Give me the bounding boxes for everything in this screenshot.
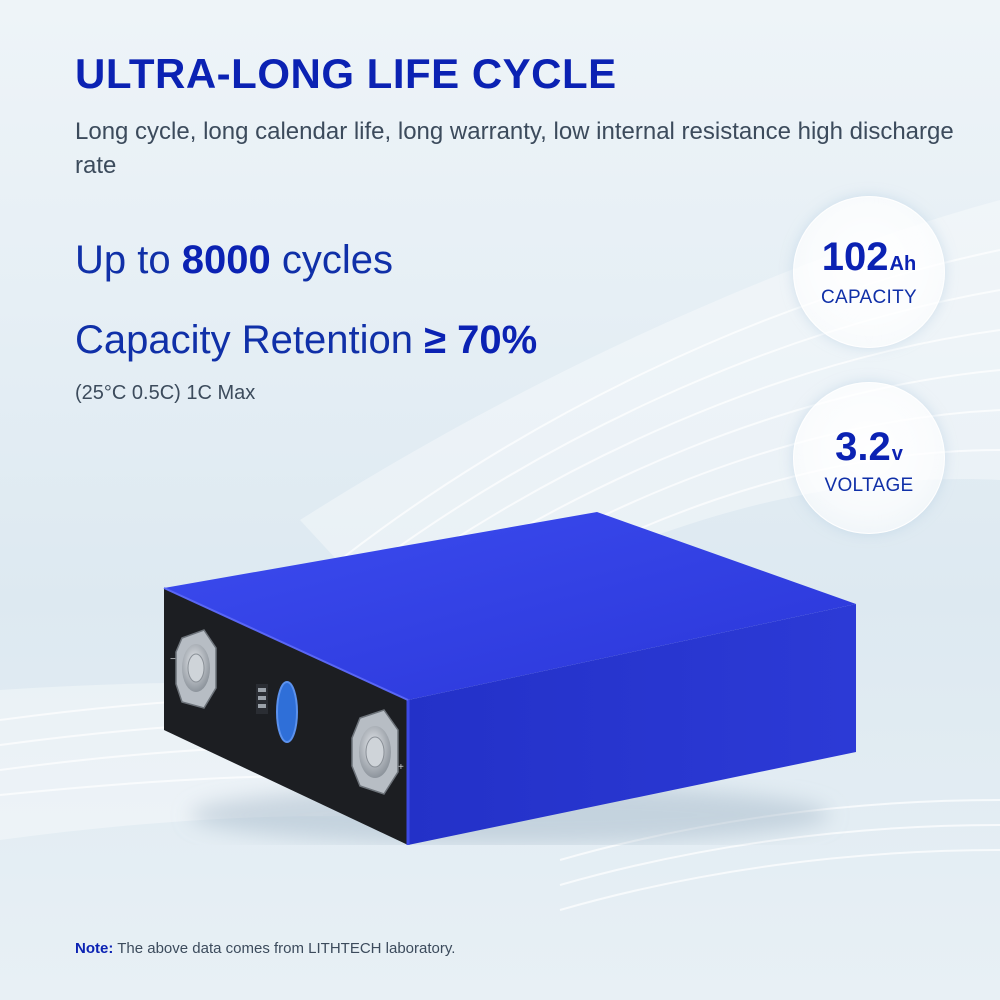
- subtitle: Long cycle, long calendar life, long war…: [75, 118, 954, 179]
- qr-label: [256, 684, 268, 714]
- positive-terminal: [351, 709, 399, 795]
- cycles-prefix: Up to: [75, 238, 182, 282]
- note-label: Note:: [75, 940, 114, 957]
- voltage-unit: v: [891, 443, 903, 465]
- negative-mark: −: [170, 654, 176, 665]
- footnote: Note: The above data comes from LITHTECH…: [75, 940, 455, 957]
- retention-value: ≥ 70%: [424, 318, 538, 362]
- capacity-unit: Ah: [889, 253, 917, 275]
- test-conditions: (25°C 0.5C) 1C Max: [75, 382, 256, 404]
- page-title: ULTRA-LONG LIFE CYCLE: [75, 50, 617, 97]
- cycles-value: 8000: [181, 238, 271, 282]
- negative-terminal: [175, 629, 217, 709]
- battery-cell-image: − +: [163, 512, 856, 845]
- capacity-value: 102: [821, 235, 889, 279]
- retention-prefix: Capacity Retention: [75, 318, 425, 362]
- battery-side-face: [408, 604, 856, 845]
- positive-mark: +: [398, 762, 404, 773]
- note-text: The above data comes from LITHTECH labor…: [113, 940, 456, 957]
- capacity-badge: 102Ah CAPACITY: [793, 196, 945, 348]
- retention-stat: Capacity Retention ≥ 70%: [75, 318, 537, 363]
- battery-top-face: [164, 512, 856, 700]
- capacity-value-row: 102Ah: [794, 235, 944, 280]
- cycles-stat: Up to 8000 cycles: [75, 238, 393, 283]
- voltage-label: VOLTAGE: [824, 475, 914, 496]
- safety-vent: [276, 681, 298, 743]
- voltage-value: 3.2: [835, 425, 891, 469]
- voltage-badge: 3.2v VOLTAGE: [793, 382, 945, 534]
- cycles-suffix: cycles: [270, 238, 393, 282]
- capacity-label: CAPACITY: [820, 287, 917, 308]
- voltage-value-row: 3.2v: [794, 425, 944, 470]
